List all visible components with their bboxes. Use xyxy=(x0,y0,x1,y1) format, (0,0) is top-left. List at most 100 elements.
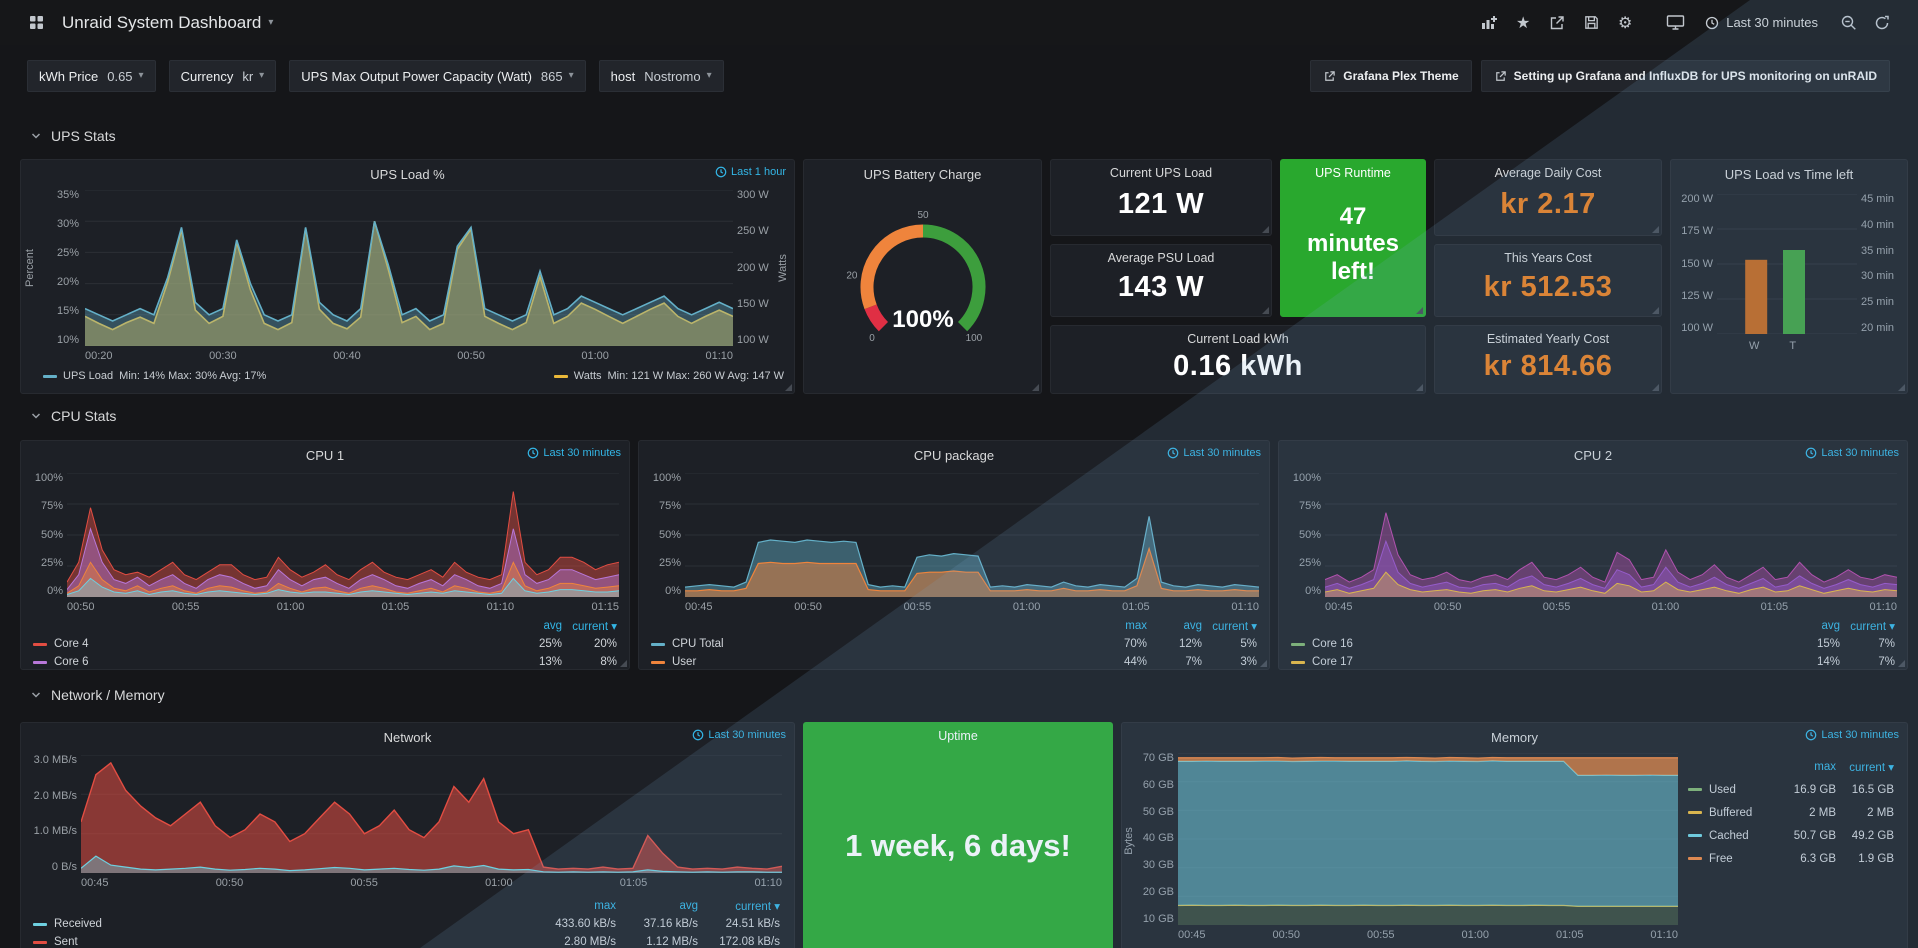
legend-entry[interactable]: UPS Load Min: 14% Max: 30% Avg: 17% xyxy=(43,370,266,382)
panel-title[interactable]: UPS Load vs Time left xyxy=(1724,166,1854,182)
legend-value: 16.5 GB xyxy=(1851,783,1894,796)
series-color-dash xyxy=(33,940,47,944)
variable-label: UPS Max Output Power Capacity (Watt) xyxy=(301,68,532,84)
chart-legend: max avg current ▾ Received 433.60 kB/s 37.16 … xyxy=(33,897,780,948)
ups-bar-chart[interactable] xyxy=(1717,194,1857,334)
variable-value-dropdown[interactable]: 865 ▾ xyxy=(541,69,574,84)
svg-text:100%: 100% xyxy=(892,306,953,333)
series-color-dash xyxy=(1688,834,1702,837)
section-ups-stats[interactable]: UPS Stats xyxy=(0,124,400,148)
refresh-icon[interactable] xyxy=(1868,9,1896,37)
svg-text:0: 0 xyxy=(869,333,875,344)
time-range-picker[interactable]: Last 30 minutes xyxy=(1695,10,1828,35)
gear-icon[interactable]: ⚙ xyxy=(1618,14,1633,32)
panel-title[interactable]: Current Load kWh xyxy=(1187,332,1289,346)
panel-title[interactable]: Memory xyxy=(1491,729,1538,745)
axis-tick: 01:00 xyxy=(1012,601,1041,613)
legend-col-max[interactable]: max xyxy=(1814,760,1836,773)
legend-series[interactable]: Core 4 xyxy=(33,638,507,650)
panel-title[interactable]: CPU 2 xyxy=(1573,447,1613,463)
clock-icon xyxy=(1706,16,1719,29)
section-cpu-stats[interactable]: CPU Stats xyxy=(0,404,400,428)
legend-col-current[interactable]: current ▾ xyxy=(1850,621,1895,633)
add-panel-icon[interactable] xyxy=(1475,9,1503,37)
panel-title[interactable]: Average PSU Load xyxy=(1107,251,1215,265)
panel-title[interactable]: CPU 1 xyxy=(305,447,345,463)
variable-value-dropdown[interactable]: kr ▾ xyxy=(242,69,264,84)
variable-host[interactable]: host Nostromo ▾ xyxy=(598,60,724,92)
panel-title[interactable]: This Years Cost xyxy=(1504,251,1592,265)
panel-title[interactable]: UPS Battery Charge xyxy=(863,166,982,182)
axis-tick: 3.0 MB/s xyxy=(33,754,77,766)
cpu2-chart[interactable] xyxy=(1325,473,1897,597)
panel-title[interactable]: CPU package xyxy=(913,447,995,463)
axis-tick: 20 min xyxy=(1861,321,1895,334)
legend-series[interactable]: Free xyxy=(1688,853,1778,865)
legend-col-current[interactable]: current ▾ xyxy=(1212,621,1257,633)
panel-title[interactable]: UPS Load % xyxy=(370,166,445,182)
variable-ups-max-output[interactable]: UPS Max Output Power Capacity (Watt) 865… xyxy=(289,60,586,92)
dashboard-title[interactable]: Unraid System Dashboard ▾ xyxy=(62,13,273,33)
axis-tick: 00:55 xyxy=(903,601,932,613)
share-icon[interactable] xyxy=(1543,9,1571,37)
variable-kwh-price[interactable]: kWh Price 0.65 ▾ xyxy=(27,60,156,92)
legend-col-avg[interactable]: avg xyxy=(543,620,562,632)
clock-icon xyxy=(1806,447,1817,459)
legend-col-current[interactable]: current ▾ xyxy=(735,901,780,913)
cycle-view-monitor-icon[interactable] xyxy=(1661,9,1689,37)
legend-entry[interactable]: Watts Min: 121 W Max: 260 W Avg: 147 W xyxy=(553,370,784,382)
legend-col-avg[interactable]: avg xyxy=(1183,620,1202,632)
axis-tick: 00:45 xyxy=(81,877,109,889)
save-icon[interactable] xyxy=(1577,9,1605,37)
external-link-icon xyxy=(1325,70,1336,81)
panel-title[interactable]: UPS Runtime xyxy=(1315,166,1391,180)
legend-series[interactable]: Core 16 xyxy=(1291,638,1785,650)
panel-title[interactable]: Estimated Yearly Cost xyxy=(1486,332,1610,346)
network-chart[interactable] xyxy=(81,755,782,873)
legend-series[interactable]: Cached xyxy=(1688,830,1778,842)
variable-value-dropdown[interactable]: Nostromo ▾ xyxy=(644,69,711,84)
panel-title[interactable]: Current UPS Load xyxy=(1109,166,1213,180)
legend-col-current[interactable]: current ▾ xyxy=(572,621,617,633)
legend-series[interactable]: Sent xyxy=(33,936,534,948)
dashboard-submenu: kWh Price 0.65 ▾ Currency kr ▾ UPS Max O… xyxy=(0,58,1918,94)
section-network-memory[interactable]: Network / Memory xyxy=(0,683,400,707)
panel-estimated-yearly-cost: Estimated Yearly Cost kr 814.66 xyxy=(1434,325,1662,394)
axis-tick: 01:05 xyxy=(619,877,648,889)
panel-average-daily-cost: Average Daily Cost kr 2.17 xyxy=(1434,159,1662,236)
memory-chart[interactable] xyxy=(1178,753,1678,925)
legend-col-max[interactable]: max xyxy=(1125,620,1147,632)
legend-col-avg[interactable]: avg xyxy=(1821,620,1840,632)
cpu-package-chart[interactable] xyxy=(685,473,1259,597)
chart-legend: max avg current ▾ CPU Total 70% 12% 5% User 44% 7… xyxy=(651,617,1257,671)
legend-series[interactable]: Received xyxy=(33,918,534,930)
link-grafana-plex-theme[interactable]: Grafana Plex Theme xyxy=(1310,60,1472,92)
star-icon[interactable]: ★ xyxy=(1516,14,1531,32)
legend-series[interactable]: Core 17 xyxy=(1291,656,1785,668)
panel-uptime: Uptime 1 week, 6 days! xyxy=(803,722,1113,948)
panel-title[interactable]: Average Daily Cost xyxy=(1494,166,1602,180)
time-badge-label: Last 30 minutes xyxy=(708,729,786,741)
legend-col-avg[interactable]: avg xyxy=(679,900,698,912)
ups-load-chart[interactable] xyxy=(85,190,733,346)
link-ups-monitoring-guide[interactable]: Setting up Grafana and InfluxDB for UPS … xyxy=(1480,60,1890,92)
legend-col-current[interactable]: current ▾ xyxy=(1849,761,1894,774)
variable-value-dropdown[interactable]: 0.65 ▾ xyxy=(107,69,143,84)
legend-series[interactable]: Core 6 xyxy=(33,656,507,668)
legend-series[interactable]: Used xyxy=(1688,784,1778,796)
legend-series[interactable]: User xyxy=(651,656,1092,668)
panel-title[interactable]: Network xyxy=(383,729,432,745)
panel-title[interactable]: Uptime xyxy=(938,729,978,743)
legend-series[interactable]: CPU Total xyxy=(651,638,1092,650)
legend-value: 6.3 GB xyxy=(1800,852,1836,865)
variable-currency[interactable]: Currency kr ▾ xyxy=(168,60,277,92)
axis-tick: 00:55 xyxy=(1542,601,1571,613)
legend-row: Sent 2.80 MB/s 1.12 MB/s 172.08 kB/s xyxy=(33,933,780,948)
legend-value: 7% xyxy=(1185,656,1202,668)
battery-gauge[interactable]: 0 20 50 100 100% xyxy=(812,194,1034,364)
legend-series[interactable]: Buffered xyxy=(1688,807,1778,819)
zoom-out-icon[interactable] xyxy=(1834,9,1862,37)
apps-grid-icon[interactable] xyxy=(22,9,50,37)
cpu1-chart[interactable] xyxy=(67,473,619,597)
legend-col-max[interactable]: max xyxy=(594,900,616,912)
